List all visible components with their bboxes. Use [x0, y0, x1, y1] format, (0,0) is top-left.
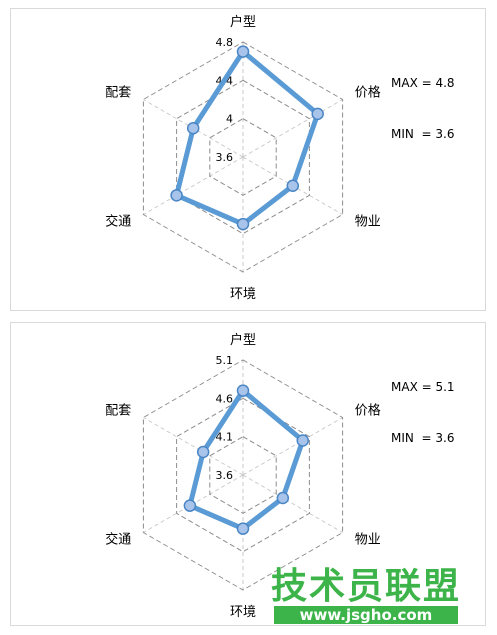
radar-series-line [174, 49, 321, 227]
radar-chart-2: 3.6 4.1 4.6 5.1 户型价格物业环境 交通 配套 MAX = 5.1 MIN =… [10, 322, 486, 626]
min-label-2: MIN = 3.6 [391, 431, 455, 445]
radar-category-label: 户型 [230, 14, 256, 30]
radar-category-label: 价格 [355, 85, 381, 101]
max-label-2: MAX = 5.1 [391, 380, 455, 394]
radar-data-point [311, 107, 324, 121]
radar-data-point [236, 384, 250, 397]
radar-category-label: 配套 [105, 403, 131, 419]
stats-box-1: MAX = 4.8 MIN = 3.6 [391, 41, 455, 177]
radar-spoke [242, 99, 343, 158]
radar-data-point [186, 122, 200, 135]
radar-tick-label: 4.8 [216, 36, 234, 49]
radar-ring [176, 79, 310, 235]
radar-spoke [242, 417, 343, 476]
radar-category-label: 环境 [230, 605, 256, 620]
radar-spoke [143, 417, 244, 476]
radar-tick-label: 3.6 [216, 469, 234, 482]
radar-ring [209, 118, 277, 196]
watermark-title: 技术员联盟 [270, 566, 461, 607]
watermark-url: www.jsgho.com [274, 606, 458, 624]
radar-data-point [236, 217, 250, 231]
radar-category-label: 物业 [355, 215, 381, 230]
radar-category-label: 交通 [105, 214, 131, 230]
radar-ring [142, 359, 344, 591]
radar-data-point [183, 499, 197, 512]
radar-category-label: 价格 [355, 403, 381, 419]
watermark-logo: 技术员联盟 www.jsgho.com [268, 568, 464, 626]
radar-category-label: 物业 [355, 533, 381, 548]
min-label-1: MIN = 3.6 [391, 127, 455, 141]
radar-tick-label: 4.6 [216, 392, 234, 405]
radar-category-label: 环境 [230, 287, 256, 302]
radar-data-point [296, 434, 310, 447]
stats-box-2: MAX = 5.1 MIN = 3.6 [391, 345, 455, 481]
radar-tick-label: 4 [226, 113, 233, 126]
radar-tick-label: 3.6 [216, 151, 234, 164]
radar-category-label: 配套 [105, 85, 131, 101]
radar-spoke [242, 474, 343, 533]
radar-data-point [196, 445, 210, 459]
radar-ring [209, 436, 277, 514]
max-label-1: MAX = 4.8 [391, 76, 455, 90]
radar-data-point [286, 179, 300, 192]
radar-category-label: 户型 [230, 332, 256, 348]
radar-chart-1: 3.6 4 4.4 4.8 户型 价格 物业 环境 交通 配套 MAX = 4.8 MIN = 3… [10, 8, 486, 311]
radar-ring [176, 397, 310, 553]
radar-tick-label: 4.1 [216, 431, 234, 444]
radar-spoke [143, 156, 244, 215]
radar-data-point [276, 491, 290, 505]
radar-grid [142, 41, 344, 273]
radar-series-line [187, 388, 306, 532]
radar-ring [142, 41, 344, 273]
radar-category-label: 交通 [105, 532, 131, 548]
radar-data-point [236, 45, 250, 58]
radar-data-point [170, 189, 183, 202]
radar-data-point [236, 522, 250, 535]
radar-tick-label: 5.1 [216, 354, 234, 367]
